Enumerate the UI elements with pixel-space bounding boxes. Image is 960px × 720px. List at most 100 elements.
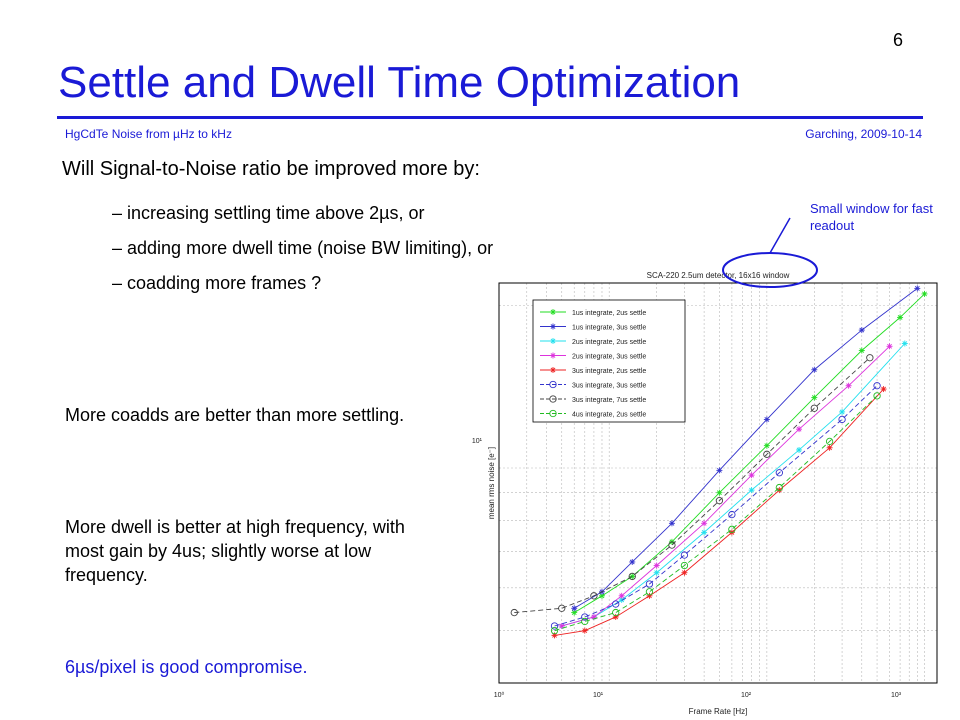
data-point-series-2 [839,408,846,415]
data-point-series-6 [866,354,874,362]
callout-pointer-line [769,217,791,254]
data-point-series-7 [550,626,559,635]
series-line-0 [573,293,925,613]
series-line-7 [554,395,878,632]
x-tick-label-1: 10¹ [593,692,604,699]
data-point-series-0 [571,609,578,616]
note-dwell: More dwell is better at high frequency, … [65,517,405,585]
legend-label-6: 3us integrate, 7us settle [572,397,646,404]
data-point-series-1 [668,520,675,527]
data-point-series-5 [775,469,783,477]
data-point-series-4 [581,627,588,634]
data-point-series-5 [680,551,689,559]
chart-y-axis-label: mean rms noise [e⁻] [487,447,496,519]
x-tick-label-0: 10⁰ [494,691,505,699]
data-point-series-3 [796,426,803,433]
data-point-series-1 [858,327,865,334]
data-point-series-0 [629,573,636,580]
chart-axes-box [498,282,938,684]
data-point-series-2 [901,340,908,347]
data-point-series-3 [886,343,893,350]
question-text: Will Signal-to-Noise ratio be improved m… [62,158,480,180]
data-point-series-7 [645,588,654,596]
data-point-series-7 [612,608,620,617]
data-point-series-5 [728,510,736,519]
data-point-series-3 [845,382,852,389]
legend-label-3: 2us integrate, 3us settle [572,354,646,361]
data-point-series-3 [590,613,597,620]
data-point-series-2 [701,529,708,536]
data-point-series-6 [590,592,598,600]
legend-marker-6 [549,395,557,403]
data-point-series-7 [873,392,881,400]
data-point-series-4 [826,444,833,451]
data-point-series-3 [558,622,565,629]
x-tick-label-2: 10² [741,692,752,699]
footer-topic: HgCdTe Noise from µHz to kHz [65,127,232,141]
data-point-series-1 [811,366,818,373]
data-point-series-2 [653,569,660,576]
data-point-series-6 [668,541,676,549]
data-point-series-6 [763,450,771,458]
legend-marker-5 [549,380,557,389]
data-point-series-7 [825,437,834,446]
data-point-series-1 [571,605,578,612]
data-point-series-1 [716,467,723,474]
callout-note: Small window for fast readout [810,201,933,233]
chart-series-layer [510,285,928,639]
bullet-settling: – increasing settling time above 2µs, or [112,203,425,223]
legend-marker-7 [549,409,557,418]
legend-label-0: 1us integrate, 2us settle [572,310,646,317]
legend-marker-0 [550,309,556,315]
y-tick-label: 10¹ [472,438,483,445]
footer-date: Garching, 2009-10-14 [805,127,922,141]
legend-label-7: 4us integrate, 2us settle [572,412,646,419]
data-point-series-7 [680,561,689,570]
data-point-series-1 [763,416,770,423]
data-point-series-1 [629,558,636,565]
data-point-series-0 [897,314,904,321]
data-point-series-5 [873,382,881,390]
slide-title: Settle and Dwell Time Optimization [58,58,741,107]
legend-label-5: 3us integrate, 3us settle [572,383,646,390]
chart-x-axis-label: Frame Rate [Hz] [689,707,748,716]
data-point-series-4 [681,569,688,576]
legend-marker-1 [550,323,556,330]
data-point-series-5 [645,580,654,588]
data-point-series-3 [653,562,660,569]
data-point-series-6 [810,404,818,412]
data-point-series-7 [581,617,589,626]
data-point-series-0 [716,489,723,496]
page-number: 6 [893,30,904,50]
legend-marker-3 [550,352,556,359]
data-point-series-6 [628,572,636,581]
data-point-series-5 [838,415,846,424]
data-point-series-3 [748,472,755,479]
data-point-series-1 [914,285,921,292]
data-point-series-5 [612,600,620,608]
legend-box [532,299,686,423]
data-point-series-0 [763,442,770,449]
legend-label-1: 1us integrate, 3us settle [572,325,646,332]
legend-label-2: 2us integrate, 2us settle [572,339,646,346]
series-line-5 [554,385,878,627]
data-point-series-0 [858,347,865,354]
bullet-coadd: – coadding more frames ? [112,273,322,293]
chart-legend: 1us integrate, 2us settle 1us integrate, … [532,299,686,423]
chart-title: SCA-220 2.5um detector, 16x16 window [647,271,790,280]
data-point-series-2 [748,487,755,494]
note-coadds: More coadds are better than more settlin… [65,405,405,425]
bullet-dwell: – adding more dwell time (noise BW limit… [112,238,494,258]
data-point-series-5 [581,613,589,621]
data-point-series-4 [880,386,887,393]
data-point-series-2 [796,446,803,453]
legend-label-4: 3us integrate, 2us settle [572,368,646,375]
data-point-series-6 [510,608,518,617]
data-point-series-3 [618,592,625,599]
series-line-6 [514,357,871,614]
conclusion-text: 6µs/pixel is good compromise. [65,657,308,677]
data-point-series-6 [558,604,566,612]
data-point-series-3 [701,520,708,527]
data-point-series-7 [775,483,783,492]
